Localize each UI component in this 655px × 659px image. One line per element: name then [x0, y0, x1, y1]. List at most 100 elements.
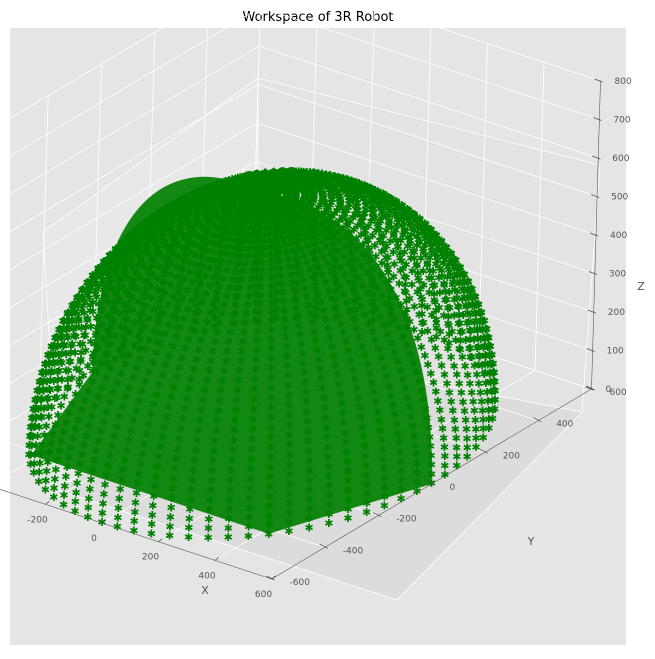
scatter-point: ✱	[119, 332, 128, 345]
scatter-point: ✱	[272, 202, 281, 215]
scatter-point: ✱	[426, 224, 435, 237]
scatter-point: ✱	[308, 218, 317, 231]
scatter-point: ✱	[296, 167, 305, 180]
scatter-point: ✱	[325, 171, 334, 184]
scatter-point: ✱	[210, 182, 219, 195]
scatter-point: ✱	[390, 198, 399, 211]
z-axis-label: Z	[637, 280, 645, 293]
scatter-point: ✱	[271, 294, 280, 307]
scatter-point: ✱	[385, 283, 394, 296]
scatter-point: ✱	[31, 420, 40, 433]
scatter-point: ✱	[206, 213, 215, 226]
scatter-point: ✱	[327, 181, 336, 194]
scatter-point: ✱	[254, 234, 263, 247]
scatter-point: ✱	[413, 217, 422, 230]
scatter-point: ✱	[53, 339, 62, 352]
scatter-point: ✱	[138, 219, 147, 232]
scatter-point: ✱	[462, 451, 471, 464]
scatter-point: ✱	[92, 321, 101, 334]
scatter-point: ✱	[334, 171, 343, 184]
scatter-point: ✱	[313, 168, 322, 181]
scatter-point: ✱	[191, 194, 200, 207]
scatter-point: ✱	[442, 247, 451, 260]
scatter-point: ✱	[83, 511, 92, 524]
scatter-point: ✱	[430, 229, 439, 242]
scatter-point: ✱	[239, 172, 248, 185]
scatter-point: ✱	[395, 248, 404, 261]
scatter-point: ✱	[194, 207, 203, 220]
scatter-point: ✱	[199, 186, 208, 199]
scatter-point: ✱	[310, 231, 319, 244]
scatter-point: ✱	[130, 225, 139, 238]
scatter-point: ✱	[329, 170, 338, 183]
scatter-point: ✱	[286, 165, 295, 178]
scatter-point: ✱	[238, 171, 247, 184]
scatter-point: ✱	[470, 306, 479, 319]
scatter-point: ✱	[449, 261, 458, 274]
scatter-point: ✱	[364, 241, 373, 254]
scatter-point: ✱	[417, 326, 426, 339]
scatter-point: ✱	[152, 209, 161, 222]
scatter-point: ✱	[294, 165, 303, 178]
z-tick-label: 700	[613, 116, 630, 126]
scatter-point: ✱	[94, 263, 103, 276]
scatter-point: ✱	[368, 288, 377, 301]
scatter-point: ✱	[304, 191, 313, 204]
scatter-point: ✱	[172, 321, 181, 334]
scatter-point: ✱	[262, 168, 271, 181]
scatter-point: ✱	[103, 281, 112, 294]
z-tick-label: 200	[608, 308, 625, 318]
scatter-point: ✱	[149, 227, 158, 240]
scatter-point: ✱	[283, 170, 292, 183]
scatter-point: ✱	[181, 192, 190, 205]
scatter-point: ✱	[331, 276, 340, 289]
scatter-point: ✱	[204, 183, 213, 196]
scatter-point: ✱	[98, 274, 107, 287]
scatter-point: ✱	[331, 293, 340, 306]
scatter-point: ✱	[285, 177, 294, 190]
scatter-point: ✱	[452, 460, 461, 473]
scatter-point: ✱	[337, 179, 346, 192]
scatter-point: ✱	[231, 299, 240, 312]
scatter-point: ✱	[135, 333, 144, 346]
scatter-point: ✱	[425, 264, 434, 277]
scatter-point: ✱	[230, 317, 239, 330]
scatter-point: ✱	[314, 170, 323, 183]
scatter-point: ✱	[129, 226, 138, 239]
scatter-point: ✱	[253, 248, 262, 261]
scatter-point: ✱	[280, 166, 289, 179]
scatter-point: ✱	[425, 223, 434, 236]
scatter-point: ✱	[474, 350, 483, 363]
scatter-point: ✱	[230, 183, 239, 196]
scatter-point: ✱	[216, 180, 225, 193]
scatter-point: ✱	[89, 347, 98, 360]
scatter-point: ✱	[364, 187, 373, 200]
scatter-point: ✱	[270, 166, 279, 179]
scatter-point: ✱	[202, 224, 211, 237]
scatter-point: ✱	[291, 311, 300, 324]
scatter-point: ✱	[191, 307, 200, 320]
scatter-point: ✱	[99, 256, 108, 269]
scatter-point: ✱	[40, 374, 49, 387]
gridline-z-left-600	[0, 45, 260, 201]
scatter-point: ✱	[118, 241, 127, 254]
scatter-point: ✱	[316, 184, 325, 197]
scatter-point: ✱	[320, 173, 329, 186]
scatter-point: ✱	[402, 313, 411, 326]
scatter-point: ✱	[234, 178, 243, 191]
scatter-point: ✱	[139, 299, 148, 312]
scatter-point: ✱	[292, 268, 301, 281]
scatter-point: ✱	[91, 289, 100, 302]
scatter-point: ✱	[334, 172, 343, 185]
scatter-point: ✱	[145, 267, 154, 280]
scatter-point: ✱	[410, 252, 419, 265]
scatter-point: ✱	[237, 217, 246, 230]
scatter-point: ✱	[322, 175, 331, 188]
scatter-point: ✱	[193, 186, 202, 199]
scatter-point: ✱	[100, 255, 109, 268]
scatter-point: ✱	[387, 203, 396, 216]
scatter-point: ✱	[88, 297, 97, 310]
scatter-point: ✱	[94, 281, 103, 294]
scatter-point: ✱	[463, 307, 472, 320]
scatter-point: ✱	[284, 174, 293, 187]
